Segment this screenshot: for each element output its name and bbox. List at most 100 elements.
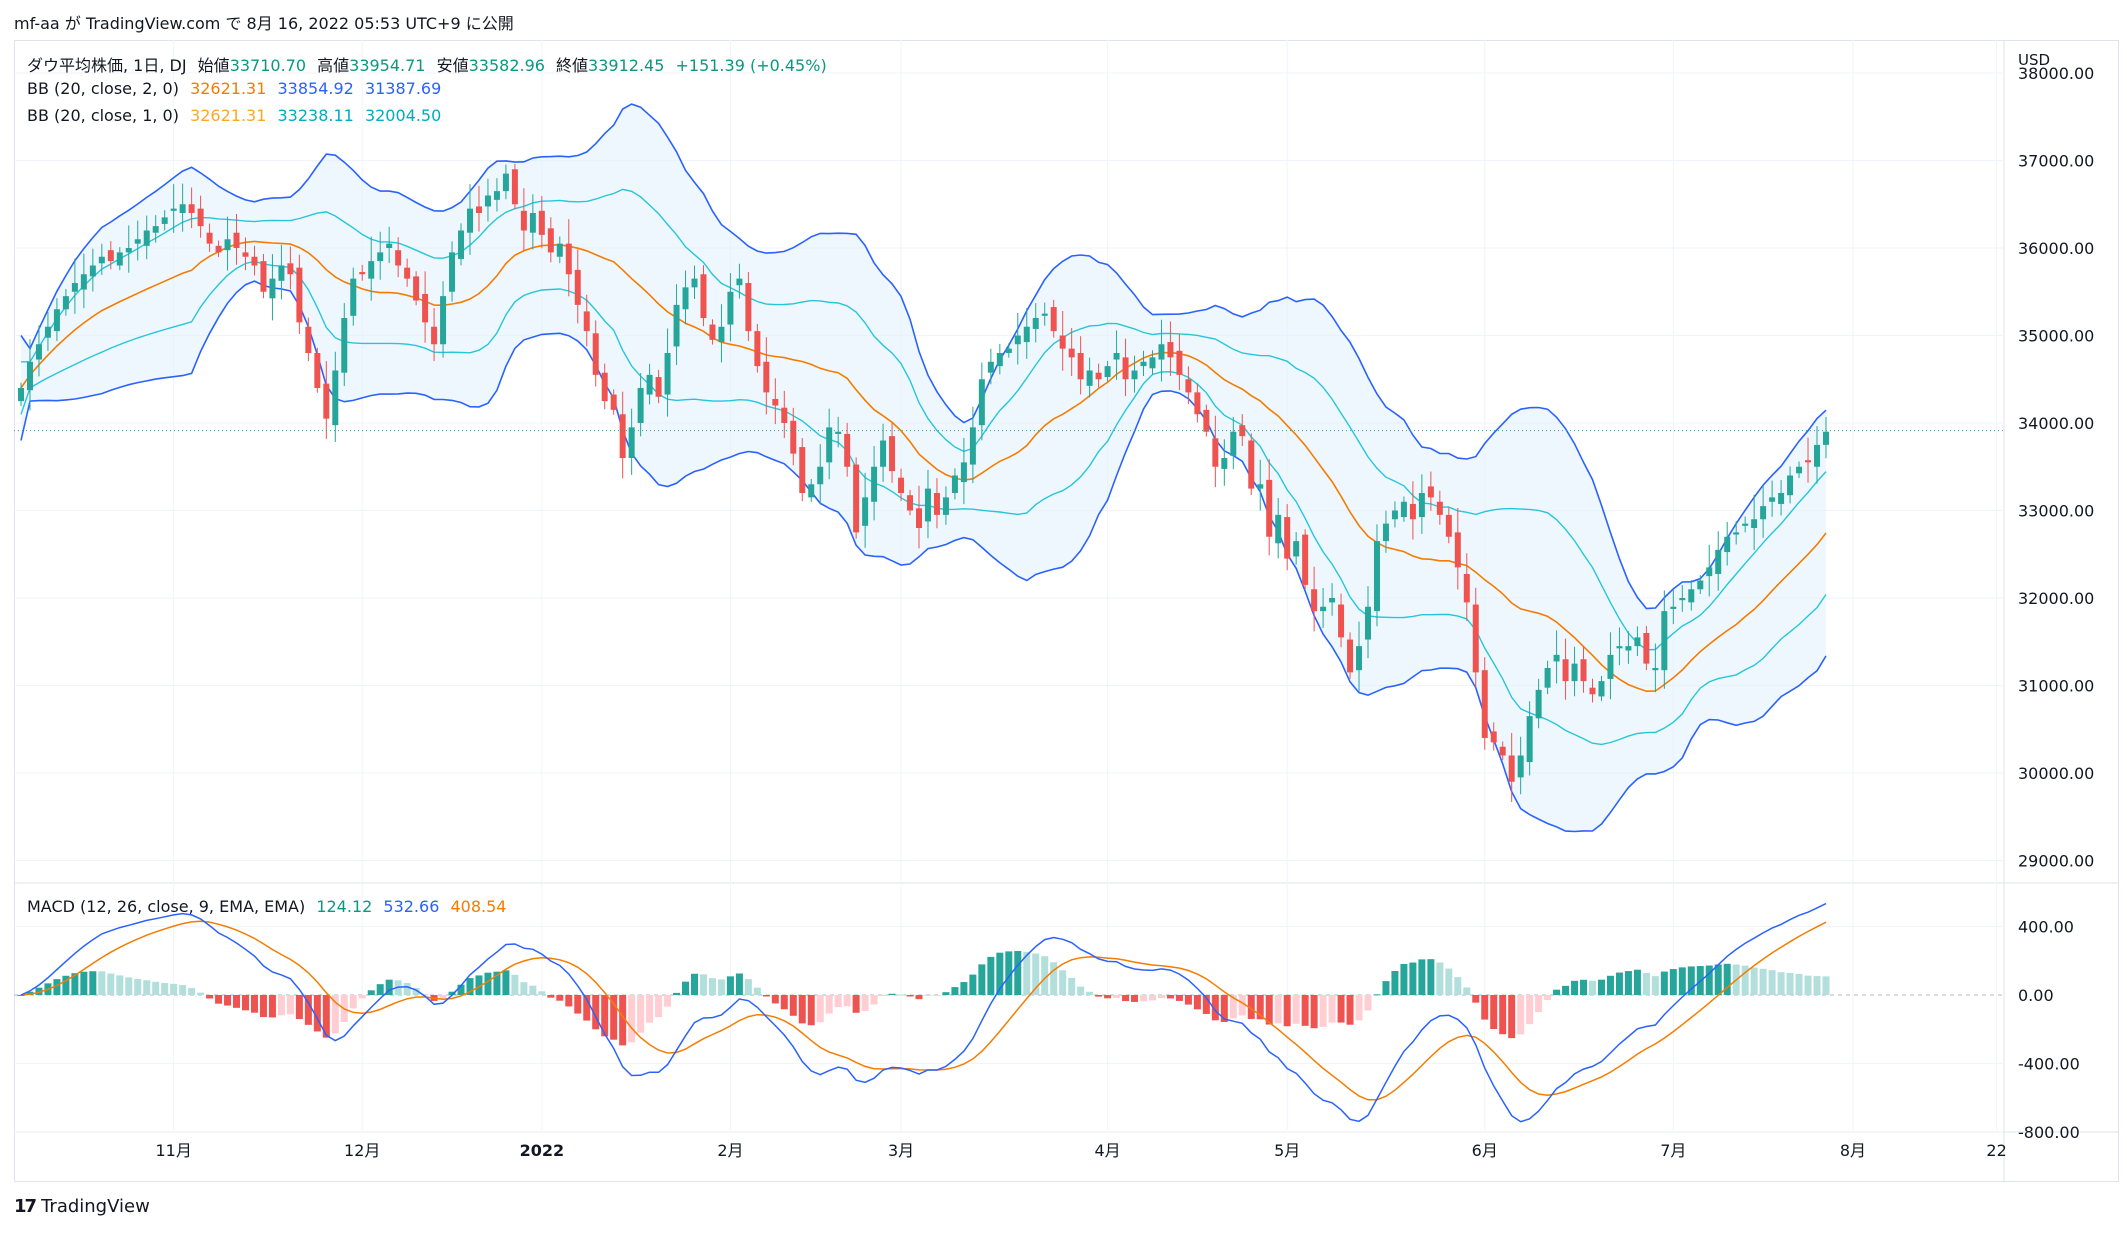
candle-body — [1382, 523, 1389, 542]
candle-body — [314, 353, 321, 388]
macd-histogram-bar — [691, 973, 698, 995]
macd-histogram-bar — [1750, 967, 1758, 995]
macd-tick-label: -800.00 — [2018, 1123, 2080, 1142]
macd-histogram-bar — [439, 995, 447, 999]
macd-tick-label: -400.00 — [2018, 1054, 2080, 1073]
macd-hist-value: 124.12 — [316, 897, 373, 916]
macd-histogram-bar — [367, 990, 375, 995]
macd-histogram-bar — [807, 995, 815, 1026]
candle-body — [62, 296, 69, 310]
symbol-label: ダウ平均株価, 1日, DJ — [27, 56, 187, 75]
high-value: 33954.71 — [349, 56, 426, 75]
macd-histogram-bar — [655, 995, 663, 1018]
candle-body — [565, 243, 572, 275]
candle-body — [547, 228, 554, 253]
macd-histogram-bar — [1238, 995, 1246, 1016]
macd-histogram-bar — [1553, 989, 1561, 995]
chart-canvas[interactable]: 38000.00 37000.00 36000.00 35000.00 34000.00… — [14, 40, 2119, 1182]
open-value: 33710.70 — [229, 56, 307, 75]
candle-body — [143, 230, 150, 246]
bb1-legend: BB (20, close, 1, 0) 32621.31 33238.11 3… — [27, 106, 447, 125]
macd-histogram-bar — [1597, 979, 1605, 995]
candle-body — [996, 353, 1003, 367]
candle-body — [1814, 444, 1820, 467]
macd-histogram-bar — [1400, 963, 1408, 995]
close-value: 33912.45 — [588, 56, 665, 75]
candle-body — [1751, 519, 1758, 528]
candle-body — [1140, 361, 1147, 367]
candle-body — [664, 353, 671, 395]
candle-body — [152, 226, 159, 233]
bb2-upper: 33854.92 — [277, 79, 354, 98]
macd-histogram-bar — [170, 983, 178, 995]
bb1-basis: 32621.31 — [190, 106, 267, 125]
candle-body — [951, 475, 958, 493]
macd-histogram-bar — [1606, 975, 1614, 995]
macd-histogram-bar — [1490, 995, 1498, 1030]
candle-body — [53, 309, 60, 332]
candle-body — [1454, 532, 1461, 568]
candle-body — [1194, 392, 1201, 415]
macd-histogram-bar — [466, 978, 474, 995]
candle-body — [1625, 646, 1632, 651]
candle-body — [655, 377, 662, 397]
candle-body — [1463, 573, 1470, 603]
macd-histogram-bar — [242, 995, 249, 1011]
candle-body — [1769, 497, 1776, 502]
macd-histogram-bar — [1193, 995, 1201, 1010]
candle-body — [269, 278, 276, 299]
macd-histogram-bar — [1005, 951, 1013, 995]
macd-histogram-bar — [152, 981, 160, 995]
macd-signal-value: 408.54 — [450, 897, 507, 916]
candle-body — [296, 267, 303, 323]
candle-body — [1068, 348, 1075, 358]
macd-histogram-bar — [1095, 995, 1103, 997]
macd-histogram-bar — [969, 974, 977, 995]
macd-histogram-bar — [708, 978, 716, 995]
macd-histogram-bar — [134, 978, 142, 995]
macd-histogram-bar — [1104, 995, 1112, 999]
candle-body — [1778, 493, 1785, 504]
macd-histogram-bar — [26, 991, 34, 995]
macd-histogram-bar — [1059, 970, 1067, 995]
candle-body — [1356, 646, 1363, 671]
macd-histogram-bar — [1580, 979, 1588, 995]
macd-histogram-bar — [1391, 970, 1399, 995]
candle-body — [440, 296, 447, 345]
candle-body — [1589, 687, 1596, 695]
close-label: 終値 — [556, 56, 589, 75]
candle-body — [1266, 479, 1273, 537]
candle-body — [520, 210, 527, 231]
candle-body — [556, 243, 563, 257]
candle-body — [332, 370, 339, 426]
macd-histogram-bar — [1211, 995, 1219, 1021]
macd-histogram-bar — [259, 995, 267, 1018]
candle-body — [1023, 326, 1030, 343]
time-tick-label: 22 — [1986, 1141, 2006, 1160]
candle-body — [1418, 493, 1425, 518]
candle-body — [700, 274, 707, 318]
price-tick-label: 38000.00 — [2018, 64, 2094, 83]
candle-body — [1526, 716, 1533, 763]
macd-histogram-bar — [664, 995, 672, 1007]
candle-body — [880, 440, 887, 467]
macd-histogram-bar — [834, 995, 842, 1008]
macd-histogram-bar — [304, 995, 312, 1025]
macd-histogram-bar — [1759, 968, 1767, 995]
candle-body — [1077, 353, 1084, 380]
macd-histogram-bar — [457, 984, 465, 995]
macd-histogram-bar — [1678, 967, 1686, 995]
macd-histogram-bar — [1292, 995, 1300, 1024]
macd-histogram-bar — [295, 995, 303, 1020]
bb2-legend: BB (20, close, 2, 0) 32621.31 33854.92 3… — [27, 79, 447, 98]
candle-body — [1427, 486, 1434, 498]
candle-body — [350, 278, 357, 316]
macd-histogram-bar — [1364, 995, 1372, 1011]
candle-body — [1257, 484, 1264, 489]
tradingview-footer[interactable]: 17 TradingView — [14, 1196, 150, 1217]
candle-body — [691, 278, 698, 288]
time-tick-label: 12月 — [344, 1141, 380, 1160]
candle-body — [826, 427, 833, 463]
macd-histogram-bar — [771, 995, 779, 1004]
macd-histogram-bar — [1274, 995, 1282, 1024]
